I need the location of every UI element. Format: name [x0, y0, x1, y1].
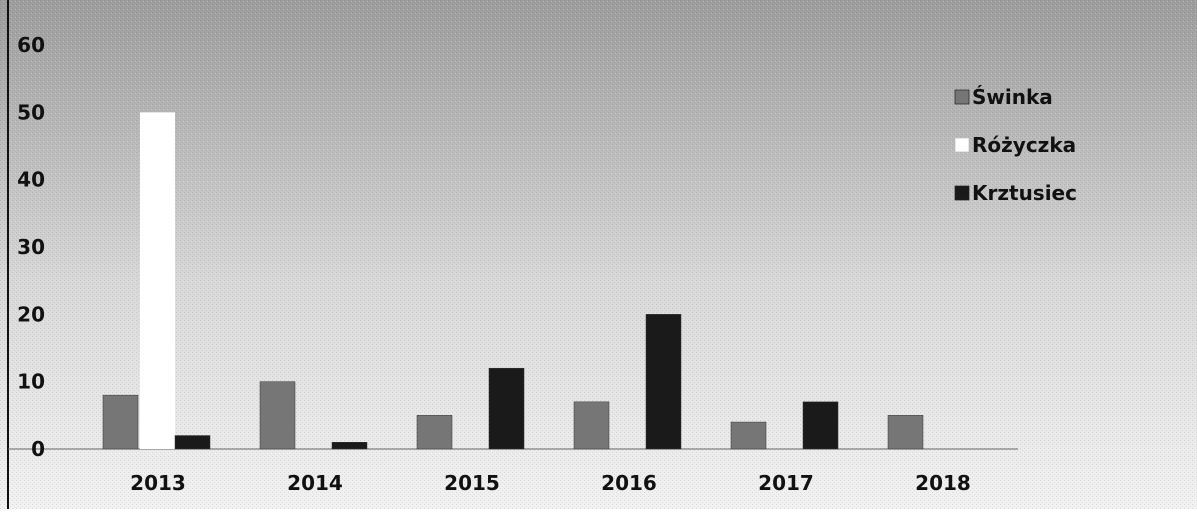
y-tick-label: 30 [17, 235, 45, 259]
bar-krztusiec-2014 [331, 442, 368, 450]
x-tick-label: 2016 [601, 471, 657, 495]
y-tick-label: 10 [17, 370, 45, 394]
bar-świnka-2013 [102, 394, 139, 450]
bar-świnka-2015 [416, 415, 453, 450]
bar-świnka-2016 [573, 401, 610, 450]
y-tick-label: 50 [17, 100, 45, 124]
bar-świnka-2017 [730, 421, 767, 450]
legend-swatch-0 [954, 89, 970, 105]
y-tick-label: 40 [17, 168, 45, 192]
x-tick-label: 2018 [915, 471, 971, 495]
bar-krztusiec-2016 [645, 314, 682, 450]
bar-krztusiec-2017 [802, 401, 839, 450]
bar-różyczka-2013 [140, 112, 175, 449]
legend-swatch-2 [954, 185, 970, 201]
legend-label-1: Różyczka [972, 133, 1076, 157]
x-tick-label: 2013 [130, 471, 186, 495]
x-tick-label: 2014 [287, 471, 343, 495]
legend-swatch-1 [954, 137, 970, 153]
x-tick-label: 2015 [444, 471, 500, 495]
legend-label-0: Świnka [972, 85, 1053, 109]
x-tick-label: 2017 [758, 471, 814, 495]
y-tick-label: 20 [17, 302, 45, 326]
y-tick-label: 60 [17, 33, 45, 57]
bar-świnka-2018 [887, 415, 924, 450]
y-tick-label: 0 [31, 437, 45, 461]
bar-świnka-2014 [259, 381, 296, 450]
bar-krztusiec-2015 [488, 367, 525, 450]
bar-krztusiec-2013 [174, 435, 211, 450]
legend-label-2: Krztusiec [972, 181, 1077, 205]
